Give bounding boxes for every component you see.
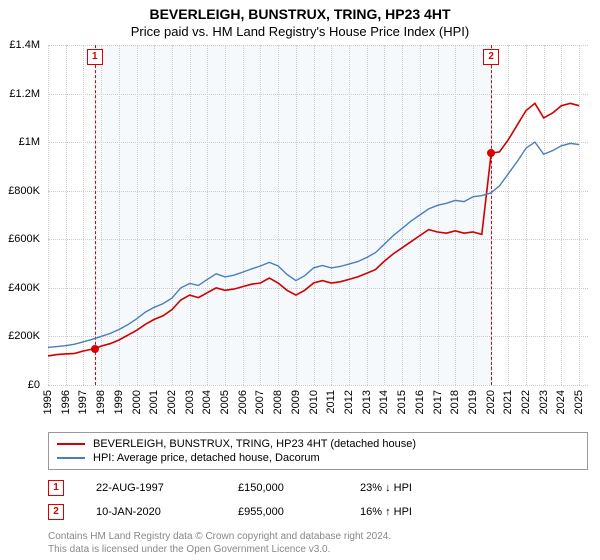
legend-item: HPI: Average price, detached house, Daco…: [57, 451, 579, 465]
datapoint-marker: 2: [48, 504, 64, 520]
legend-swatch: [57, 443, 85, 445]
x-tick-label: 2015: [396, 390, 408, 414]
x-tick-label: 2020: [485, 390, 497, 414]
x-tick-label: 1995: [42, 390, 54, 414]
x-tick-label: 2017: [432, 390, 444, 414]
plot-area: £0£200K£400K£600K£800K£1M£1.2M£1.4M 12: [48, 45, 588, 385]
datapoint-row: 2 10-JAN-2020 £955,000 16% ↑ HPI: [48, 500, 588, 524]
x-axis: 1995199619971998199920002001200220032004…: [48, 390, 588, 430]
y-tick-label: £400K: [8, 282, 40, 294]
x-tick-label: 1997: [77, 390, 89, 414]
legend-swatch: [57, 457, 85, 459]
datapoint-row: 1 22-AUG-1997 £150,000 23% ↓ HPI: [48, 476, 588, 500]
footer-attribution: Contains HM Land Registry data © Crown c…: [48, 530, 588, 556]
legend-label: BEVERLEIGH, BUNSTRUX, TRING, HP23 4HT (d…: [93, 438, 416, 450]
x-tick-label: 1998: [95, 390, 107, 414]
x-tick-label: 2021: [502, 390, 514, 414]
line-series: [48, 45, 588, 385]
y-tick-label: £200K: [8, 330, 40, 342]
datapoint-price: £150,000: [238, 482, 328, 494]
x-tick-label: 2005: [219, 390, 231, 414]
y-tick-label: £1.4M: [9, 39, 40, 51]
x-tick-label: 2016: [414, 390, 426, 414]
x-tick-label: 2023: [538, 390, 550, 414]
x-tick-label: 2006: [237, 390, 249, 414]
series-blue: [48, 142, 579, 347]
datapoint-date: 22-AUG-1997: [96, 482, 206, 494]
datapoint-delta: 16% ↑ HPI: [360, 506, 412, 518]
x-tick-label: 1996: [60, 390, 72, 414]
legend: BEVERLEIGH, BUNSTRUX, TRING, HP23 4HT (d…: [48, 432, 588, 470]
x-tick-label: 2010: [308, 390, 320, 414]
legend-item: BEVERLEIGH, BUNSTRUX, TRING, HP23 4HT (d…: [57, 437, 579, 451]
y-tick-label: £1M: [19, 136, 40, 148]
datapoints-table: 1 22-AUG-1997 £150,000 23% ↓ HPI 2 10-JAN-202…: [48, 476, 588, 524]
x-tick-label: 2012: [343, 390, 355, 414]
x-tick-label: 2008: [272, 390, 284, 414]
datapoint-marker: 1: [48, 480, 64, 496]
y-tick-label: £600K: [8, 233, 40, 245]
x-tick-label: 1999: [113, 390, 125, 414]
x-tick-label: 2019: [467, 390, 479, 414]
x-tick-label: 2014: [378, 390, 390, 414]
footer-line-2: This data is licensed under the Open Gov…: [48, 543, 588, 556]
x-tick-label: 2024: [555, 390, 567, 414]
x-tick-label: 2007: [254, 390, 266, 414]
chart-title: BEVERLEIGH, BUNSTRUX, TRING, HP23 4HT: [0, 0, 600, 22]
x-tick-label: 2013: [361, 390, 373, 414]
x-tick-label: 2001: [148, 390, 160, 414]
grid-line-h: [48, 385, 588, 386]
legend-label: HPI: Average price, detached house, Daco…: [93, 452, 320, 464]
x-tick-label: 2011: [325, 390, 337, 414]
y-tick-label: £1.2M: [9, 88, 40, 100]
x-tick-label: 2025: [573, 390, 585, 414]
x-tick-label: 2009: [290, 390, 302, 414]
chart-container: BEVERLEIGH, BUNSTRUX, TRING, HP23 4HT Pr…: [0, 0, 600, 560]
series-red: [48, 103, 579, 356]
chart-subtitle: Price paid vs. HM Land Registry's House …: [0, 22, 600, 45]
x-tick-label: 2018: [449, 390, 461, 414]
footer-line-1: Contains HM Land Registry data © Crown c…: [48, 530, 588, 543]
x-tick-label: 2022: [520, 390, 532, 414]
x-tick-label: 2002: [166, 390, 178, 414]
x-tick-label: 2003: [184, 390, 196, 414]
y-tick-label: £0: [28, 379, 40, 391]
datapoint-date: 10-JAN-2020: [96, 506, 206, 518]
datapoint-delta: 23% ↓ HPI: [360, 482, 412, 494]
datapoint-price: £955,000: [238, 506, 328, 518]
x-tick-label: 2000: [131, 390, 143, 414]
y-axis: £0£200K£400K£600K£800K£1M£1.2M£1.4M: [0, 45, 44, 385]
y-tick-label: £800K: [8, 185, 40, 197]
x-tick-label: 2004: [201, 390, 213, 414]
